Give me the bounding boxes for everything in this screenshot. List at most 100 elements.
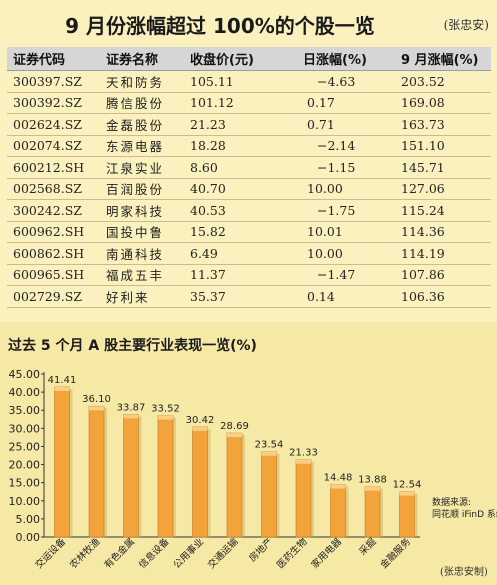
cell-name: 江泉实业 [100, 156, 184, 179]
table-row: 300242.SZ 明家科技 40.53 −1.75 115.24 [7, 199, 491, 222]
cell-code: 002568.SZ [7, 178, 100, 200]
table-row: 002568.SZ 百润股份 40.70 10.00 127.06 [7, 178, 491, 200]
cell-daily-change: −1.47 [297, 264, 395, 286]
table-body: 300397.SZ 天和防务 105.11 −4.63 203.52 300392.SZ 腾… [7, 70, 491, 308]
author-credit: (张忠安) [443, 18, 489, 32]
table-row: 300392.SZ 腾信股份 101.12 0.17 169.08 [7, 92, 491, 114]
cell-name: 明家科技 [100, 199, 184, 222]
cell-month-change: 106.36 [395, 285, 491, 308]
table-row: 002074.SZ 东源电器 18.28 −2.14 151.10 [7, 135, 491, 157]
bar-cap [192, 426, 208, 431]
table-row: 300397.SZ 天和防务 105.11 −4.63 203.52 [7, 70, 491, 93]
cell-month-change: 127.06 [395, 178, 491, 200]
cell-month-change: 114.19 [395, 242, 491, 265]
source-note: 数据来源: [432, 496, 471, 508]
cell-name: 南通科技 [100, 242, 184, 265]
cell-daily-change: 10.01 [297, 221, 395, 243]
cell-daily-change: 0.14 [297, 285, 395, 308]
cell-daily-change: 10.00 [297, 242, 395, 265]
category-label: 交通运输 [205, 535, 241, 571]
cell-month-change: 169.08 [395, 92, 491, 114]
data-label: 36.10 [82, 394, 111, 405]
category-label: 采掘 [357, 536, 379, 558]
cell-code: 002729.SZ [7, 285, 100, 308]
cell-name: 国投中鲁 [100, 221, 184, 243]
cell-name: 百润股份 [100, 178, 184, 200]
y-tick-label: 35.00 [9, 404, 41, 417]
bar [261, 451, 277, 538]
cell-code: 600862.SH [7, 242, 100, 265]
bar-cap [158, 415, 173, 420]
cell-daily-change: 10.00 [297, 178, 395, 200]
category-label: 医药生物 [274, 535, 310, 571]
cell-month-change: 163.73 [395, 113, 491, 136]
cell-month-change: 115.24 [395, 199, 491, 222]
table-header-row: 证券代码 证券名称 收盘价(元) 日涨幅(%) 9 月涨幅(%) [7, 47, 491, 71]
table-row: 002624.SZ 金磊股份 21.23 0.71 163.73 [7, 113, 491, 136]
chart-title: 过去 5 个月 A 股主要行业表现一览(%) [8, 338, 257, 354]
cell-close: 21.23 [184, 113, 297, 136]
cell-close: 40.53 [184, 199, 297, 222]
y-tick-label: 10.00 [9, 495, 41, 508]
cell-name: 好利来 [100, 285, 184, 308]
data-label: 14.48 [324, 473, 353, 484]
y-tick-label: 5.00 [16, 513, 41, 526]
industry-bar-chart: 45.00 40.00 35.00 30.00 25.00 20.00 15.00 10.00… [9, 368, 497, 578]
y-tick-label: 25.00 [9, 440, 41, 453]
bar-cap [89, 406, 104, 411]
table-row: 600212.SH 江泉实业 8.60 −1.15 145.71 [7, 156, 491, 179]
bar [192, 426, 208, 538]
data-label: 41.41 [48, 375, 77, 386]
category-label: 信息设备 [136, 535, 172, 571]
bar [399, 491, 415, 538]
data-label: 28.69 [220, 421, 249, 432]
category-label: 农林牧渔 [67, 535, 103, 571]
cell-code: 300397.SZ [7, 70, 100, 93]
cell-close: 101.12 [184, 92, 297, 114]
table-row: 600862.SH 南通科技 6.49 10.00 114.19 [7, 242, 491, 265]
category-label: 房地产 [246, 536, 275, 565]
cell-daily-change: −1.75 [297, 199, 395, 222]
data-label: 13.88 [358, 475, 387, 486]
cell-daily-change: −1.15 [297, 156, 395, 179]
cell-code: 600965.SH [7, 264, 100, 286]
chart-credit: (张忠安制) [440, 565, 488, 578]
column-header-daily-change: 日涨幅(%) [297, 47, 395, 71]
cell-month-change: 114.36 [395, 221, 491, 243]
bar [330, 484, 346, 538]
bar [295, 459, 312, 538]
data-label: 33.87 [117, 402, 146, 413]
column-header-close: 收盘价(元) [184, 47, 297, 71]
cell-close: 105.11 [184, 70, 297, 93]
table-row: 600965.SH 福成五丰 11.37 −1.47 107.86 [7, 264, 491, 286]
category-label: 有色金属 [102, 536, 137, 571]
table-row: 600962.SH 国投中鲁 15.82 10.01 114.36 [7, 221, 491, 243]
cell-name: 福成五丰 [100, 264, 184, 286]
bar-cap [54, 387, 70, 392]
cell-code: 300392.SZ [7, 92, 100, 114]
category-label: 金融服务 [378, 535, 414, 571]
cell-close: 8.60 [184, 156, 297, 179]
chart-panel: 过去 5 个月 A 股主要行业表现一览(%) 45.00 40.00 35.00 30… [0, 335, 497, 585]
bar-cap [399, 491, 415, 496]
cell-close: 11.37 [184, 264, 297, 286]
cell-name: 东源电器 [100, 135, 184, 157]
column-header-month-change: 9 月涨幅(%) [395, 47, 491, 71]
cell-name: 金磊股份 [100, 113, 184, 136]
y-tick-label: 20.00 [9, 459, 41, 472]
cell-close: 40.70 [184, 178, 297, 200]
source-note: 同花顺 iFinD 系统 [432, 508, 497, 520]
cell-month-change: 107.86 [395, 264, 491, 286]
y-tick-label: 30.00 [9, 422, 41, 435]
cell-month-change: 203.52 [395, 70, 491, 93]
y-tick-label: 15.00 [9, 477, 41, 490]
category-label: 家用电器 [309, 535, 345, 571]
cell-close: 35.37 [184, 285, 297, 308]
stock-table-panel: 9 月份涨幅超过 100%的个股一览 (张忠安) 证券代码 证券名称 收盘价(元… [0, 0, 497, 322]
category-label: 公用事业 [171, 536, 206, 571]
cell-daily-change: 0.17 [297, 92, 395, 114]
cell-close: 6.49 [184, 242, 297, 265]
bar-cap [261, 451, 277, 456]
cell-name: 腾信股份 [100, 92, 184, 114]
table-row: 002729.SZ 好利来 35.37 0.14 106.36 [7, 285, 491, 308]
